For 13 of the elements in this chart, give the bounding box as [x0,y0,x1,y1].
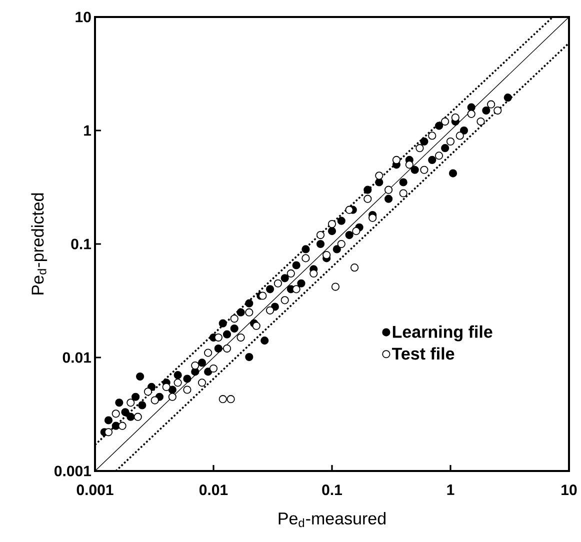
x-tick-label: 0.01 [199,484,228,496]
x-axis-title: Pe$_{d}$-measured [278,512,386,528]
x-tick-label: 1 [447,484,454,495]
y-tick-label: 0.001 [54,466,92,476]
x-tick-label: 10 [562,484,577,496]
x-tick-label: 0.1 [322,484,342,496]
legend-label: Test file [392,347,454,360]
legend-label: Learning file [392,325,492,342]
y-tick-label: 10 [76,12,91,22]
y-axis-title: Pe$_{d}$-predicted [31,193,48,294]
y-tick-label: 0.1 [71,238,92,250]
y-tick-label: 0.01 [62,352,92,363]
y-tick-label: 1 [84,125,92,136]
